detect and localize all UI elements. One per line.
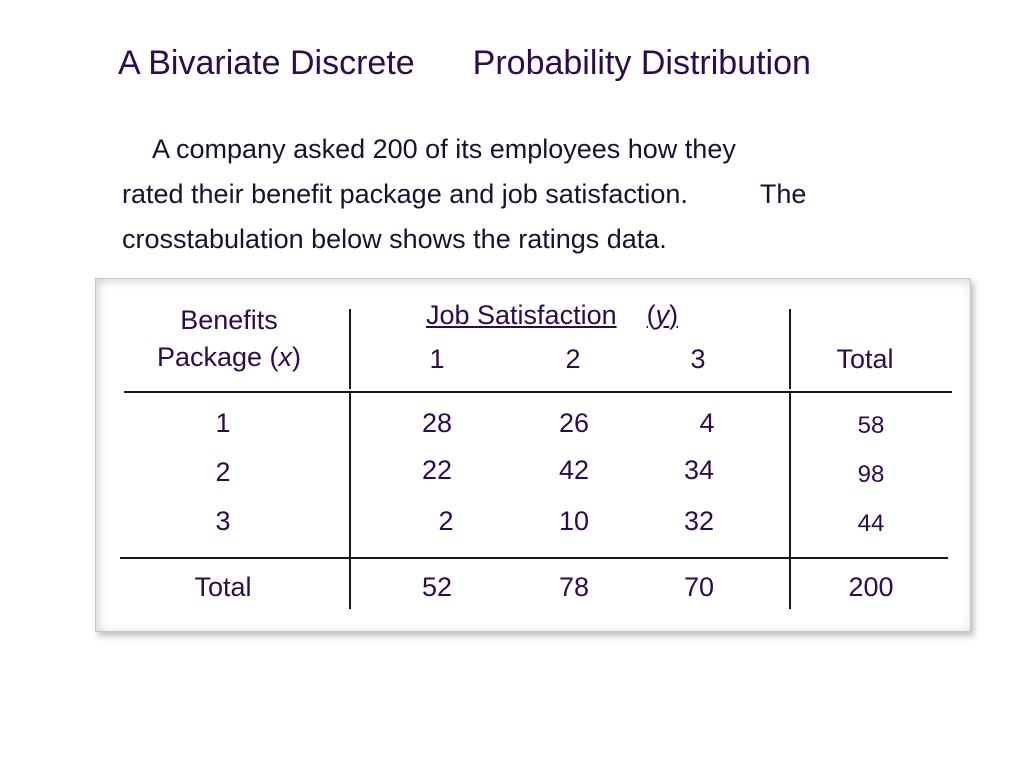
paragraph-line-3: crosstabulation below shows the ratings …: [122, 224, 667, 254]
vdivider-mid-right: [789, 393, 791, 557]
col-value-3: 3: [690, 344, 706, 374]
row-2-cell-2: 42: [558, 455, 590, 485]
totals-cell-2: 78: [558, 572, 590, 602]
row-header-var: x: [278, 342, 293, 372]
row-1-cell-3: 4: [699, 408, 715, 438]
col-value-1: 1: [429, 344, 445, 374]
row-2-total: 98: [857, 461, 885, 488]
vdivider-mid-left: [349, 393, 351, 557]
vdivider-top-right: [789, 309, 791, 389]
header-divider: [124, 391, 952, 393]
slide-title: A Bivariate Discrete Probability Distribu…: [118, 44, 811, 83]
paragraph-line-2a: rated their benefit package and job sati…: [122, 179, 688, 209]
vdivider-bot-left: [349, 559, 351, 609]
row-1-x: 1: [215, 408, 231, 438]
totals-divider: [120, 557, 948, 559]
vdivider-top-left: [349, 309, 351, 389]
col-header-var-group: (y): [646, 300, 679, 330]
row-1-cell-1: 28: [421, 408, 453, 438]
row-3-cell-1: 2: [438, 506, 454, 536]
title-part2: Probability Distribution: [472, 44, 811, 82]
row-3-x: 3: [215, 506, 231, 536]
row-1-cell-2: 26: [558, 408, 590, 438]
row-2-cell-3: 34: [683, 455, 715, 485]
totals-cell-3: 70: [683, 572, 715, 602]
row-3-cell-3: 32: [683, 506, 715, 536]
vdivider-bot-right: [789, 559, 791, 609]
row-2-x: 2: [215, 457, 231, 487]
totals-cell-1: 52: [421, 572, 453, 602]
paragraph-line-1: A company asked 200 of its employees how…: [152, 134, 736, 164]
row-1-total: 58: [857, 412, 885, 439]
row-header-line2: Package (x): [156, 342, 302, 372]
col-header-label: Job Satisfaction: [426, 300, 617, 330]
crosstab-panel: Benefits Package (x) Job Satisfaction (y)…: [95, 278, 971, 632]
row-2-cell-1: 22: [421, 455, 453, 485]
col-header: Job Satisfaction (y): [426, 300, 678, 331]
row-3-total: 44: [857, 510, 885, 537]
totals-row-label: Total: [194, 572, 252, 602]
row-3-cell-2: 10: [558, 506, 590, 536]
col-value-2: 2: [565, 344, 581, 374]
total-col-header: Total: [836, 344, 894, 374]
paragraph-line-2: rated their benefit package and job sati…: [122, 179, 922, 210]
grand-total: 200: [848, 572, 894, 602]
title-part1: A Bivariate Discrete: [118, 44, 415, 82]
row-header-line1: Benefits: [180, 305, 278, 335]
paragraph-line-2b: The: [759, 179, 807, 209]
